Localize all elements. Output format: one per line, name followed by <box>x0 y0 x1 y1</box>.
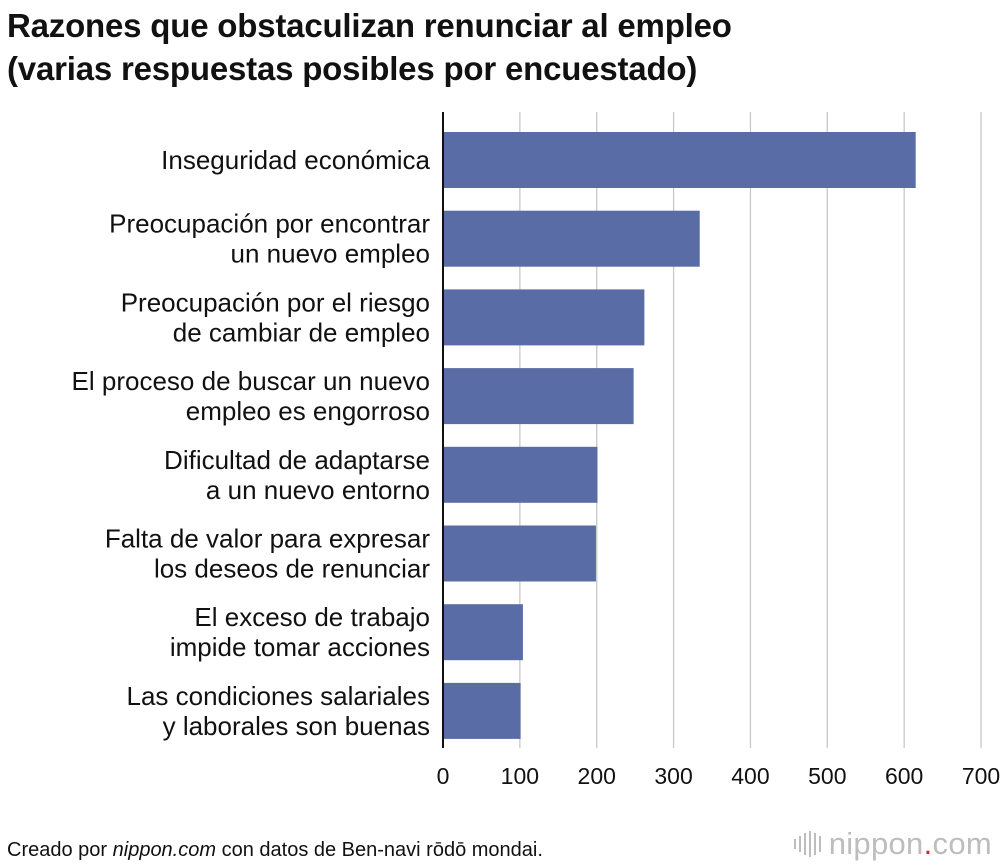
category-label-6-line-2: los deseos de renunciar <box>154 554 430 584</box>
x-tick-label-200: 200 <box>578 763 616 789</box>
category-label-7: El exceso de trabajo impide tomar accione… <box>170 602 430 662</box>
category-label-3: Preocupación por el riesgo de cambiar de … <box>121 287 430 347</box>
source-note: Creado por nippon.com con datos de Ben-n… <box>7 838 543 862</box>
category-label-6-line-1: Falta de valor para expresar <box>105 524 431 554</box>
chart-title-line1: Razones que obstaculizan renunciar al em… <box>7 7 732 44</box>
brand-wordmark: nippon.com <box>829 826 992 862</box>
source-site: nippon.com <box>112 839 217 861</box>
category-label-4: El proceso de buscar un nuevo empleo es e… <box>72 366 430 426</box>
bar-4 <box>443 368 634 425</box>
category-label-2-line-1: Preocupación por encontrar <box>109 209 430 239</box>
chart-title-line2: (varias respuestas posibles por encuesta… <box>7 50 698 87</box>
x-tick-label-100: 100 <box>501 763 539 789</box>
bar-5 <box>443 446 598 503</box>
category-label-3-line-1: Preocupación por el riesgo <box>121 287 430 317</box>
category-label-7-line-2: impide tomar acciones <box>170 632 430 662</box>
category-label-5: Dificultad de adaptarse a un nuevo entorn… <box>164 445 430 505</box>
bars <box>443 132 916 739</box>
category-label-5-line-2: a un nuevo entorno <box>206 475 430 505</box>
bar-2 <box>443 210 700 267</box>
brand-bars-icon <box>793 831 821 857</box>
brand-dot: . <box>923 826 933 861</box>
category-label-8-line-2: y laborales son buenas <box>163 711 430 741</box>
chart-title: Razones que obstaculizan renunciar al em… <box>7 4 732 90</box>
category-label-2: Preocupación por encontrar un nuevo emple… <box>109 209 430 269</box>
brand-name: nippon <box>828 826 924 861</box>
category-label-5-line-1: Dificultad de adaptarse <box>164 445 430 475</box>
source-suffix: con datos de Ben-navi rōdō mondai. <box>216 839 543 861</box>
grid-lines <box>519 112 982 748</box>
category-label-8-line-1: Las condiciones salariales <box>126 681 430 711</box>
source-prefix: Creado por <box>7 839 113 861</box>
category-label-4-line-2: empleo es engorroso <box>186 396 430 426</box>
category-label-1: Inseguridad económica <box>161 145 430 175</box>
category-label-1-line-1: Inseguridad económica <box>161 145 430 175</box>
bar-3 <box>443 289 645 346</box>
x-tick-label-600: 600 <box>885 763 923 789</box>
category-label-4-line-1: El proceso de buscar un nuevo <box>72 366 430 396</box>
bar-7 <box>443 604 523 661</box>
x-tick-label-500: 500 <box>808 763 846 789</box>
brand-logo: nippon.com <box>793 826 992 862</box>
x-tick-label-300: 300 <box>654 763 692 789</box>
bar-1 <box>443 132 916 188</box>
bar-8 <box>443 682 521 739</box>
brand-tld: com <box>932 826 992 861</box>
x-tick-label-700: 700 <box>962 763 1000 789</box>
category-label-3-line-2: de cambiar de empleo <box>173 317 430 347</box>
category-label-2-line-2: un nuevo empleo <box>231 239 430 269</box>
x-tick-labels: 0 100 200 300 400 500 600 700 <box>437 763 1000 789</box>
category-labels: Inseguridad económica Preocupación por en… <box>72 145 431 741</box>
bar-6 <box>443 525 596 582</box>
category-label-7-line-1: El exceso de trabajo <box>194 602 430 632</box>
category-label-8: Las condiciones salariales y laborales so… <box>126 681 430 741</box>
category-label-6: Falta de valor para expresar los deseos d… <box>105 524 431 584</box>
x-tick-label-0: 0 <box>437 763 450 789</box>
x-tick-label-400: 400 <box>731 763 769 789</box>
